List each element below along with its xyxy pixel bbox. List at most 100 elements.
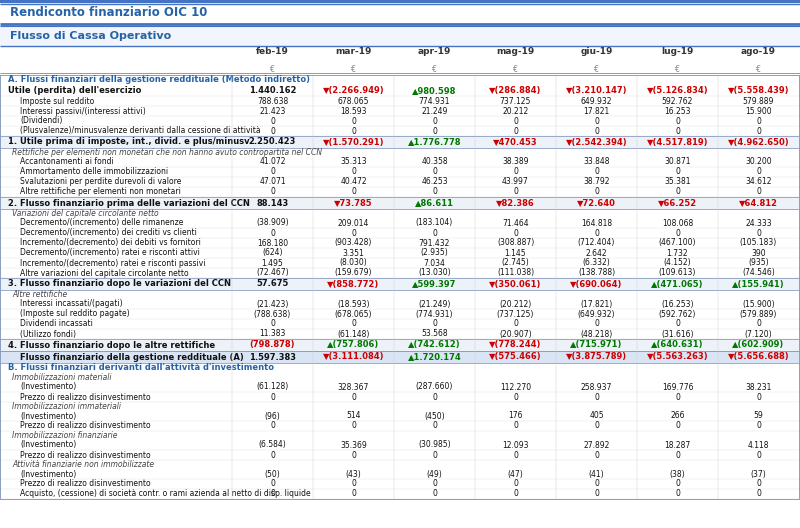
Text: (Dividendi): (Dividendi) xyxy=(20,117,62,126)
Text: (72.467): (72.467) xyxy=(256,269,289,278)
Text: (96): (96) xyxy=(265,411,280,420)
Text: ▼(3.875.789): ▼(3.875.789) xyxy=(566,353,627,362)
Text: ▲980.598: ▲980.598 xyxy=(412,86,457,95)
Text: (737.125): (737.125) xyxy=(497,309,534,318)
Text: Acquisto, (cessione) di società contr. o rami azienda al netto di disp. liquide: Acquisto, (cessione) di società contr. o… xyxy=(20,489,310,498)
Text: (21.423): (21.423) xyxy=(256,299,289,308)
Text: 35.313: 35.313 xyxy=(340,157,367,166)
Text: 0: 0 xyxy=(270,421,275,430)
Text: 0: 0 xyxy=(432,167,437,176)
Text: 0: 0 xyxy=(270,117,275,126)
Text: 0: 0 xyxy=(675,117,680,126)
Text: lug-19: lug-19 xyxy=(662,46,694,55)
Text: Decremento/(incremento) dei crediti vs clienti: Decremento/(incremento) dei crediti vs c… xyxy=(20,229,197,238)
Text: 0: 0 xyxy=(270,479,275,488)
Text: (Plusvalenze)/minusvalenze derivanti dalla cessione di attività: (Plusvalenze)/minusvalenze derivanti dal… xyxy=(20,127,261,136)
Text: (308.887): (308.887) xyxy=(497,239,534,248)
Text: ▲1.720.174: ▲1.720.174 xyxy=(408,353,462,362)
Text: 0: 0 xyxy=(675,489,680,498)
Text: (Investimento): (Investimento) xyxy=(20,469,76,478)
Text: 0: 0 xyxy=(756,229,761,238)
Text: (41): (41) xyxy=(589,469,604,478)
Text: B. Flussi finanziari derivanti dall'attività d'investimento: B. Flussi finanziari derivanti dall'atti… xyxy=(8,363,274,372)
Text: ▼(286.884): ▼(286.884) xyxy=(490,86,542,95)
Text: (109.613): (109.613) xyxy=(659,269,696,278)
Bar xyxy=(0,65,800,73)
Bar xyxy=(0,26,800,46)
Text: Imposte sul reddito: Imposte sul reddito xyxy=(20,97,94,106)
Text: 0: 0 xyxy=(432,319,437,328)
Bar xyxy=(0,421,800,431)
Text: (31.616): (31.616) xyxy=(662,329,694,338)
Text: 0: 0 xyxy=(594,392,599,401)
Text: (38.909): (38.909) xyxy=(256,219,289,228)
Text: (49): (49) xyxy=(426,469,442,478)
Text: (788.638): (788.638) xyxy=(254,309,291,318)
Text: (712.404): (712.404) xyxy=(578,239,615,248)
Text: (678.065): (678.065) xyxy=(334,309,372,318)
Text: 649.932: 649.932 xyxy=(581,97,612,106)
Text: Ammortamento delle immobilizzazioni: Ammortamento delle immobilizzazioni xyxy=(20,167,168,176)
Bar xyxy=(0,126,800,136)
Text: (37): (37) xyxy=(750,469,766,478)
Text: 0: 0 xyxy=(513,117,518,126)
Text: 57.675: 57.675 xyxy=(256,279,289,288)
Text: 0: 0 xyxy=(513,319,518,328)
Text: (6.584): (6.584) xyxy=(258,440,286,449)
Text: 11.383: 11.383 xyxy=(259,329,286,338)
Text: 266: 266 xyxy=(670,411,685,420)
Text: giu-19: giu-19 xyxy=(580,46,613,55)
Text: (20.212): (20.212) xyxy=(499,299,532,308)
Text: Svalutazioni per perdite durevoli di valore: Svalutazioni per perdite durevoli di val… xyxy=(20,177,182,186)
Text: Rendiconto finanziario OIC 10: Rendiconto finanziario OIC 10 xyxy=(10,6,207,20)
Text: Utile (perdita) dell'esercizio: Utile (perdita) dell'esercizio xyxy=(8,86,142,95)
Text: 112.270: 112.270 xyxy=(500,382,531,391)
Text: 17.821: 17.821 xyxy=(583,107,610,116)
Bar xyxy=(0,3,800,23)
Text: 791.432: 791.432 xyxy=(419,239,450,248)
Text: (138.788): (138.788) xyxy=(578,269,615,278)
Text: 0: 0 xyxy=(351,450,356,459)
Text: 0: 0 xyxy=(432,392,437,401)
Text: (649.932): (649.932) xyxy=(578,309,615,318)
Text: €: € xyxy=(270,64,275,73)
Text: (159.679): (159.679) xyxy=(334,269,372,278)
Text: Altre rettifiche: Altre rettifiche xyxy=(12,290,67,299)
Text: Accantonamenti ai fondi: Accantonamenti ai fondi xyxy=(20,157,114,166)
Text: 33.848: 33.848 xyxy=(583,157,610,166)
Text: 15.900: 15.900 xyxy=(745,107,772,116)
Text: ▲(602.909): ▲(602.909) xyxy=(732,341,785,350)
Text: (6.332): (6.332) xyxy=(582,259,610,268)
Bar xyxy=(0,148,800,157)
Text: 0: 0 xyxy=(270,392,275,401)
Text: 43.997: 43.997 xyxy=(502,177,529,186)
Text: 40.472: 40.472 xyxy=(340,177,367,186)
Text: (43): (43) xyxy=(346,469,362,478)
Text: (903.428): (903.428) xyxy=(335,239,372,248)
Text: 0: 0 xyxy=(513,229,518,238)
Text: 0: 0 xyxy=(513,167,518,176)
Text: 1.440.162: 1.440.162 xyxy=(249,86,296,95)
Text: 0: 0 xyxy=(351,167,356,176)
Text: 0: 0 xyxy=(675,229,680,238)
Text: 24.333: 24.333 xyxy=(745,219,772,228)
Text: (579.889): (579.889) xyxy=(740,309,777,318)
Text: 0: 0 xyxy=(270,127,275,136)
Text: 0: 0 xyxy=(594,450,599,459)
Text: 0: 0 xyxy=(270,167,275,176)
Text: 53.568: 53.568 xyxy=(421,329,448,338)
Bar xyxy=(0,489,800,499)
Text: ▲(757.806): ▲(757.806) xyxy=(327,341,380,350)
Text: 0: 0 xyxy=(675,167,680,176)
Text: 0: 0 xyxy=(756,187,761,196)
Text: 0: 0 xyxy=(594,489,599,498)
Text: 1.145: 1.145 xyxy=(505,249,526,258)
Bar xyxy=(0,167,800,177)
Text: 0: 0 xyxy=(675,450,680,459)
Text: 0: 0 xyxy=(432,229,437,238)
Text: 0: 0 xyxy=(351,479,356,488)
Text: 40.358: 40.358 xyxy=(421,157,448,166)
Text: 0: 0 xyxy=(513,489,518,498)
Text: 579.889: 579.889 xyxy=(743,97,774,106)
Text: 678.065: 678.065 xyxy=(338,97,370,106)
